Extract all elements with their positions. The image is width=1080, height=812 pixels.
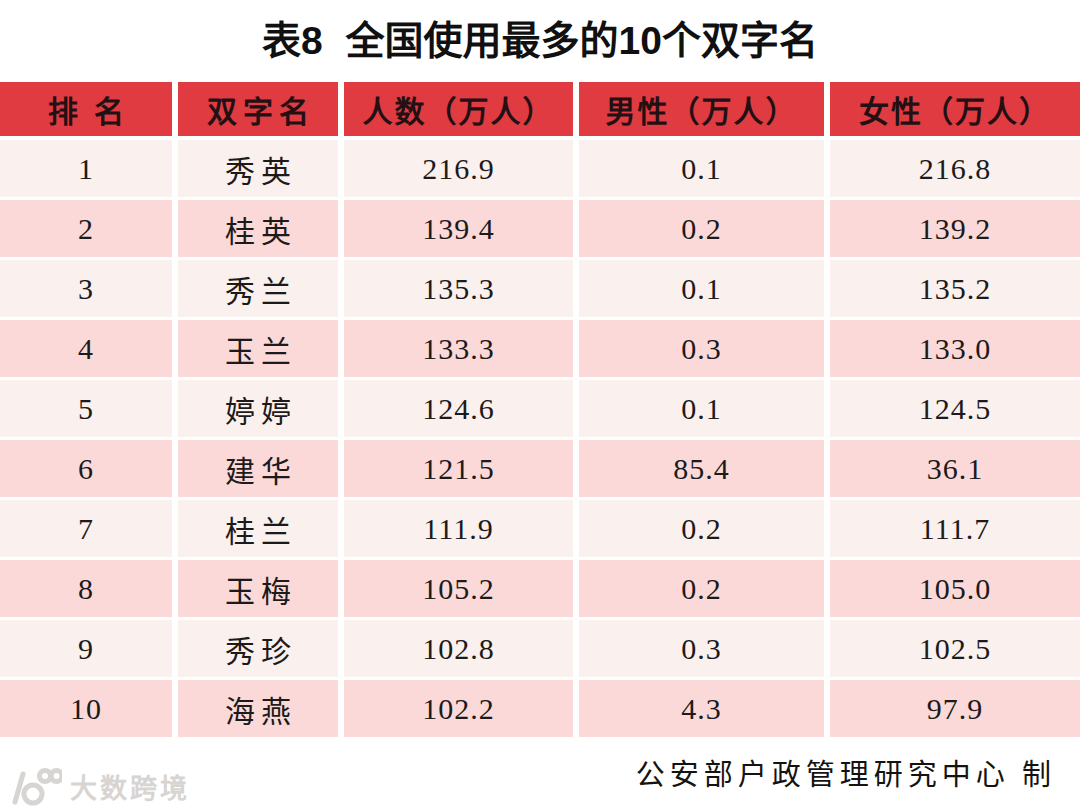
cell-rank: 7: [0, 500, 178, 560]
cell-total: 102.8: [344, 620, 579, 680]
table-row: 4玉兰133.30.3133.0: [0, 320, 1080, 380]
cell-name: 海燕: [178, 680, 344, 740]
cell-total: 135.3: [344, 260, 579, 320]
cell-male: 0.2: [579, 200, 830, 260]
cell-total: 139.4: [344, 200, 579, 260]
cell-rank: 10: [0, 680, 178, 740]
cell-male: 0.2: [579, 500, 830, 560]
cell-female: 111.7: [830, 500, 1080, 560]
cell-name: 玉梅: [178, 560, 344, 620]
cell-rank: 1: [0, 140, 178, 200]
column-header-name: 双字名: [178, 82, 344, 140]
header-row: 排名 双字名 人数（万人） 男性（万人） 女性（万人）: [0, 82, 1080, 140]
cell-name: 秀珍: [178, 620, 344, 680]
table-row: 1秀英216.90.1216.8: [0, 140, 1080, 200]
cell-total: 216.9: [344, 140, 579, 200]
column-header-female: 女性（万人）: [830, 82, 1080, 140]
cell-male: 0.1: [579, 260, 830, 320]
table-row: 7桂兰111.90.2111.7: [0, 500, 1080, 560]
column-header-rank: 排名: [0, 82, 178, 140]
cell-rank: 2: [0, 200, 178, 260]
cell-name: 建华: [178, 440, 344, 500]
cell-female: 36.1: [830, 440, 1080, 500]
cell-female: 139.2: [830, 200, 1080, 260]
watermark-logo-icon: [8, 766, 62, 806]
cell-male: 0.1: [579, 140, 830, 200]
cell-total: 102.2: [344, 680, 579, 740]
cell-rank: 3: [0, 260, 178, 320]
cell-male: 4.3: [579, 680, 830, 740]
cell-female: 133.0: [830, 320, 1080, 380]
cell-rank: 4: [0, 320, 178, 380]
table-row: 6建华121.585.436.1: [0, 440, 1080, 500]
cell-name: 婷婷: [178, 380, 344, 440]
cell-female: 135.2: [830, 260, 1080, 320]
cell-female: 97.9: [830, 680, 1080, 740]
column-header-male: 男性（万人）: [579, 82, 830, 140]
page-title: 表8 全国使用最多的10个双字名: [0, 18, 1080, 64]
cell-name: 桂英: [178, 200, 344, 260]
cell-male: 85.4: [579, 440, 830, 500]
cell-total: 105.2: [344, 560, 579, 620]
cell-rank: 9: [0, 620, 178, 680]
cell-name: 桂兰: [178, 500, 344, 560]
cell-rank: 8: [0, 560, 178, 620]
cell-male: 0.3: [579, 620, 830, 680]
table-row: 8玉梅105.20.2105.0: [0, 560, 1080, 620]
cell-name: 秀英: [178, 140, 344, 200]
cell-male: 0.1: [579, 380, 830, 440]
watermark-text: 大数跨境: [70, 767, 190, 806]
cell-female: 102.5: [830, 620, 1080, 680]
cell-male: 0.3: [579, 320, 830, 380]
table-body: 1秀英216.90.1216.82桂英139.40.2139.23秀兰135.3…: [0, 140, 1080, 740]
table-row: 10海燕102.24.397.9: [0, 680, 1080, 740]
cell-female: 105.0: [830, 560, 1080, 620]
cell-name: 玉兰: [178, 320, 344, 380]
cell-total: 111.9: [344, 500, 579, 560]
watermark: 大数跨境: [8, 766, 190, 806]
cell-rank: 5: [0, 380, 178, 440]
names-table: 排名 双字名 人数（万人） 男性（万人） 女性（万人） 1秀英216.90.12…: [0, 82, 1080, 740]
cell-total: 124.6: [344, 380, 579, 440]
table-row: 5婷婷124.60.1124.5: [0, 380, 1080, 440]
table-row: 2桂英139.40.2139.2: [0, 200, 1080, 260]
cell-total: 121.5: [344, 440, 579, 500]
table-row: 3秀兰135.30.1135.2: [0, 260, 1080, 320]
cell-female: 216.8: [830, 140, 1080, 200]
cell-total: 133.3: [344, 320, 579, 380]
cell-name: 秀兰: [178, 260, 344, 320]
cell-female: 124.5: [830, 380, 1080, 440]
cell-male: 0.2: [579, 560, 830, 620]
cell-rank: 6: [0, 440, 178, 500]
column-header-total: 人数（万人）: [344, 82, 579, 140]
table-row: 9秀珍102.80.3102.5: [0, 620, 1080, 680]
